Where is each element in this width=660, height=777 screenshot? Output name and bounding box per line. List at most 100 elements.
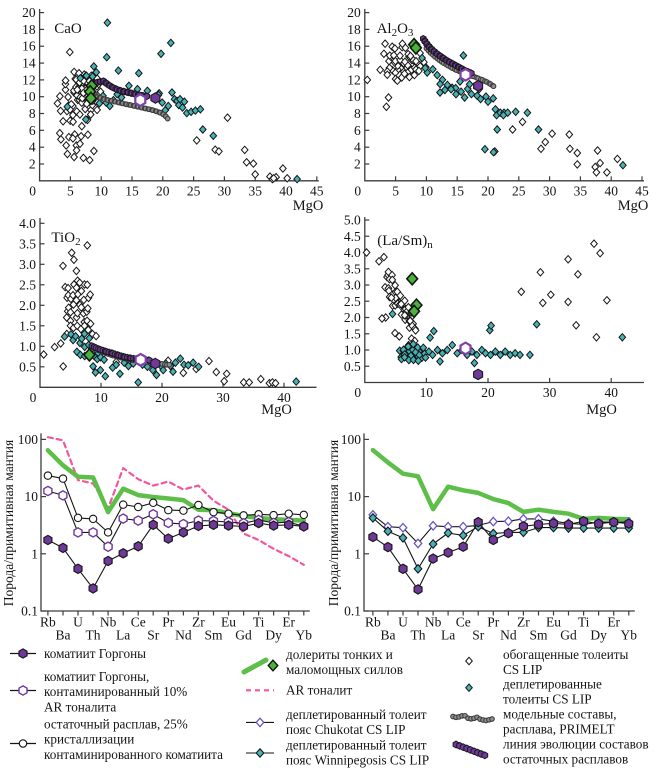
svg-text:Ce: Ce bbox=[131, 615, 146, 630]
svg-text:18: 18 bbox=[22, 22, 36, 37]
svg-text:маломощных силлов: маломощных силлов bbox=[286, 662, 403, 677]
svg-text:12: 12 bbox=[347, 72, 361, 87]
svg-text:U: U bbox=[398, 615, 408, 630]
svg-text:3.0: 3.0 bbox=[19, 257, 36, 272]
svg-text:AR тоналит: AR тоналит bbox=[286, 683, 352, 698]
svg-text:10: 10 bbox=[25, 489, 39, 504]
svg-text:100: 100 bbox=[18, 432, 39, 447]
svg-text:La: La bbox=[116, 628, 130, 643]
svg-text:10: 10 bbox=[348, 489, 362, 504]
svg-text:2: 2 bbox=[29, 156, 36, 171]
svg-text:0: 0 bbox=[30, 390, 37, 405]
svg-text:Gd: Gd bbox=[560, 628, 577, 643]
svg-text:0.1: 0.1 bbox=[21, 604, 38, 619]
svg-text:4.0: 4.0 bbox=[344, 245, 361, 260]
svg-text:Sm: Sm bbox=[204, 628, 223, 643]
svg-text:16: 16 bbox=[22, 39, 36, 54]
svg-text:Ce: Ce bbox=[456, 615, 471, 630]
svg-text:3.0: 3.0 bbox=[344, 278, 361, 293]
svg-text:Al2O3: Al2O3 bbox=[377, 21, 414, 39]
svg-text:5.0: 5.0 bbox=[344, 213, 361, 228]
svg-text:20: 20 bbox=[22, 5, 36, 20]
svg-text:35: 35 bbox=[574, 183, 588, 198]
svg-text:модельные составы,: модельные составы, bbox=[503, 707, 617, 722]
svg-text:Yb: Yb bbox=[621, 628, 638, 643]
svg-text:25: 25 bbox=[187, 183, 201, 198]
svg-text:1.0: 1.0 bbox=[344, 343, 361, 358]
svg-text:35: 35 bbox=[248, 183, 262, 198]
svg-text:1.5: 1.5 bbox=[19, 318, 36, 333]
svg-text:TiO2: TiO2 bbox=[51, 230, 80, 248]
svg-text:Порода/примитивная мантия: Порода/примитивная мантия bbox=[1, 440, 16, 607]
svg-text:остаточных расплавов: остаточных расплавов bbox=[503, 752, 628, 767]
svg-text:CaO: CaO bbox=[54, 21, 82, 37]
svg-text:2.0: 2.0 bbox=[344, 310, 361, 325]
svg-text:линия эволюции составов: линия эволюции составов bbox=[503, 737, 649, 752]
svg-text:3.5: 3.5 bbox=[344, 261, 361, 276]
svg-text:Th: Th bbox=[411, 628, 426, 643]
svg-text:40: 40 bbox=[604, 183, 618, 198]
svg-text:Ti: Ti bbox=[253, 615, 265, 630]
svg-text:0: 0 bbox=[354, 385, 361, 400]
svg-text:Yb: Yb bbox=[296, 628, 313, 643]
svg-text:16: 16 bbox=[347, 39, 361, 54]
svg-text:Gd: Gd bbox=[235, 628, 252, 643]
svg-text:Dy: Dy bbox=[265, 628, 282, 643]
svg-text:кристаллизации: кристаллизации bbox=[44, 732, 134, 747]
svg-text:Pr: Pr bbox=[162, 615, 175, 630]
svg-text:Sm: Sm bbox=[529, 628, 548, 643]
svg-text:10: 10 bbox=[94, 390, 108, 405]
svg-text:U: U bbox=[73, 615, 83, 630]
svg-text:Ba: Ba bbox=[55, 628, 70, 643]
svg-text:Dy: Dy bbox=[590, 628, 607, 643]
svg-text:40: 40 bbox=[604, 385, 618, 400]
svg-text:100: 100 bbox=[341, 432, 362, 447]
svg-text:10: 10 bbox=[420, 183, 434, 198]
svg-text:15: 15 bbox=[450, 183, 464, 198]
svg-text:18: 18 bbox=[347, 22, 361, 37]
svg-text:4: 4 bbox=[354, 140, 361, 155]
svg-text:40: 40 bbox=[279, 183, 293, 198]
svg-text:1.5: 1.5 bbox=[344, 326, 361, 341]
svg-text:остаточный расплав, 25%: остаточный расплав, 25% bbox=[44, 717, 188, 732]
svg-text:2.5: 2.5 bbox=[19, 277, 36, 292]
svg-text:0: 0 bbox=[29, 183, 36, 198]
svg-text:30: 30 bbox=[543, 385, 557, 400]
svg-text:Rb: Rb bbox=[40, 615, 56, 630]
svg-text:обогащенные толеиты: обогащенные толеиты bbox=[503, 647, 629, 662]
svg-text:2.5: 2.5 bbox=[344, 294, 361, 309]
svg-text:Порода/примитивная мантия: Порода/примитивная мантия bbox=[326, 440, 341, 607]
svg-text:30: 30 bbox=[543, 183, 557, 198]
svg-text:6: 6 bbox=[354, 123, 361, 138]
svg-text:2: 2 bbox=[354, 156, 361, 171]
svg-text:1: 1 bbox=[354, 546, 361, 561]
svg-text:MgO: MgO bbox=[586, 402, 617, 418]
svg-text:12: 12 bbox=[22, 72, 36, 87]
svg-text:Nd: Nd bbox=[500, 628, 517, 643]
svg-text:MgO: MgO bbox=[293, 198, 324, 214]
svg-text:30: 30 bbox=[218, 183, 232, 198]
svg-text:пояс Chukotat CS LIP: пояс Chukotat CS LIP bbox=[286, 722, 405, 737]
svg-text:коматиит Горгоны: коматиит Горгоны bbox=[44, 646, 146, 661]
svg-text:La: La bbox=[441, 628, 455, 643]
svg-text:Eu: Eu bbox=[221, 615, 236, 630]
svg-text:Ba: Ba bbox=[380, 628, 395, 643]
svg-text:CS LIP: CS LIP bbox=[503, 662, 542, 677]
svg-text:Nb: Nb bbox=[425, 615, 442, 630]
svg-text:долериты тонких и: долериты тонких и bbox=[286, 647, 393, 662]
svg-text:14: 14 bbox=[22, 56, 36, 71]
svg-text:Sr: Sr bbox=[147, 628, 160, 643]
svg-text:1: 1 bbox=[31, 546, 38, 561]
svg-text:10: 10 bbox=[420, 385, 434, 400]
svg-text:45: 45 bbox=[635, 183, 649, 198]
svg-text:0.5: 0.5 bbox=[19, 359, 36, 374]
svg-text:4.0: 4.0 bbox=[19, 216, 36, 231]
svg-text:20: 20 bbox=[156, 183, 170, 198]
svg-text:15: 15 bbox=[125, 183, 139, 198]
svg-text:40: 40 bbox=[277, 390, 291, 405]
svg-text:Rb: Rb bbox=[365, 615, 381, 630]
svg-text:0.5: 0.5 bbox=[344, 359, 361, 374]
svg-text:Nd: Nd bbox=[175, 628, 192, 643]
svg-text:Sr: Sr bbox=[472, 628, 485, 643]
svg-text:контаминированный 10%: контаминированный 10% bbox=[44, 684, 187, 699]
